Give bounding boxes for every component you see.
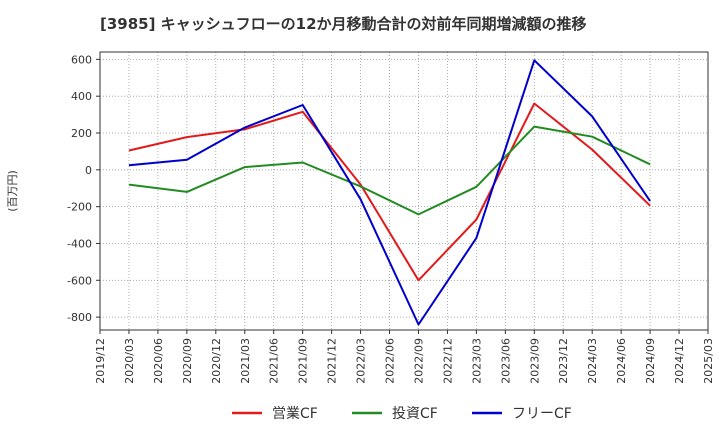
grid-layer [99, 52, 709, 330]
x-tick-label: 2022/06 [384, 338, 397, 384]
x-tick-label: 2021/06 [268, 338, 281, 384]
x-tick-label: 2025/03 [702, 338, 715, 384]
legend-label: フリーCF [512, 406, 572, 422]
ytick-layer: 600 400 200 0 -200 -400 -600 -800 [67, 53, 100, 324]
x-tick-label: 2024/06 [615, 338, 628, 384]
y-tick-label: -600 [67, 274, 92, 287]
y-tick-label: -400 [67, 237, 92, 250]
x-tick-label: 2023/09 [528, 338, 541, 384]
x-tick-label: 2021/09 [297, 338, 310, 384]
series-layer [128, 59, 651, 326]
chart-title: [3985] キャッシュフローの12か月移動合計の対前年同期増減額の推移 [100, 15, 587, 33]
y-tick-label: -800 [67, 311, 92, 324]
x-tick-label: 2024/12 [673, 338, 686, 384]
x-tick-label: 2024/03 [586, 338, 599, 384]
x-tick-label: 2022/03 [355, 338, 368, 384]
legend-label: 投資CF [392, 406, 438, 422]
y-tick-label: 0 [85, 164, 92, 177]
y-tick-label: 600 [71, 53, 92, 66]
x-tick-label: 2022/09 [412, 338, 425, 384]
x-tick-label: 2020/03 [123, 338, 136, 384]
legend: 営業CF 投資CF フリーCF [232, 406, 572, 422]
xtick-layer: 2019/12 2020/03 2020/06 2020/09 2020/12 2021/… [94, 330, 715, 384]
plot-frame [99, 51, 709, 331]
y-tick-label: -200 [67, 201, 92, 214]
series-line-投資CF [128, 125, 651, 216]
x-tick-label: 2020/06 [152, 338, 165, 384]
x-tick-label: 2020/12 [210, 338, 223, 384]
series-line-フリーCF [128, 59, 651, 326]
x-tick-label: 2023/03 [470, 338, 483, 384]
y-tick-label: 200 [71, 127, 92, 140]
x-tick-label: 2022/12 [441, 338, 454, 384]
x-tick-label: 2023/12 [557, 338, 570, 384]
x-tick-label: 2023/06 [499, 338, 512, 384]
series-line-営業CF [128, 102, 651, 282]
y-axis-label: (百万円) [6, 170, 19, 212]
x-tick-label: 2024/09 [644, 338, 657, 384]
x-tick-label: 2020/09 [181, 338, 194, 384]
x-tick-label: 2021/12 [326, 338, 339, 384]
y-tick-label: 400 [71, 90, 92, 103]
x-tick-label: 2021/03 [239, 338, 252, 384]
legend-label: 営業CF [272, 406, 318, 422]
x-tick-label: 2019/12 [94, 338, 107, 384]
